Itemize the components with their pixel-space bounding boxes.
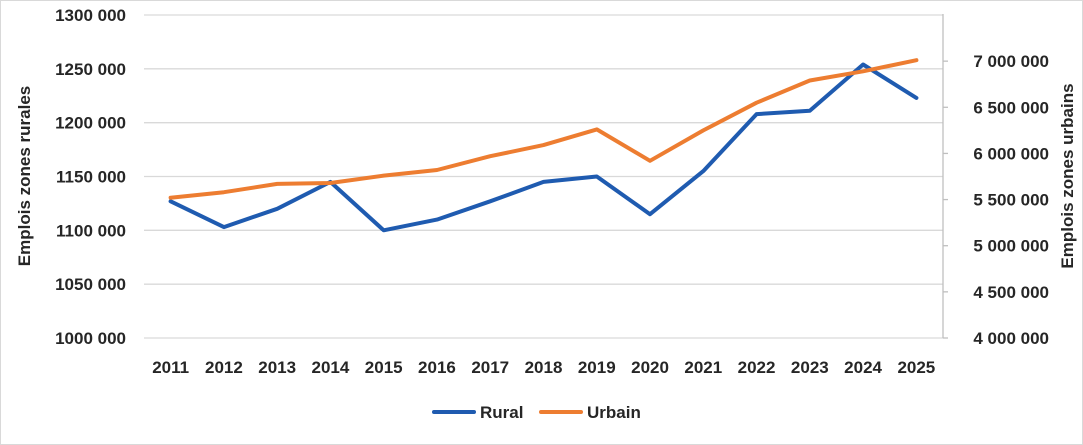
x-tick-label: 2016 xyxy=(418,358,456,377)
right-y-tick-label: 4 000 000 xyxy=(973,329,1049,348)
right-y-tick-label: 5 500 000 xyxy=(973,191,1049,210)
right-y-tick-label: 6 000 000 xyxy=(973,144,1049,163)
legend-label-urbain: Urbain xyxy=(587,403,641,422)
x-tick-label: 2012 xyxy=(205,358,243,377)
right-y-tick-label: 7 000 000 xyxy=(973,52,1049,71)
x-tick-label: 2022 xyxy=(738,358,776,377)
series-lines xyxy=(168,58,919,233)
left-y-tick-label: 1000 000 xyxy=(55,329,126,348)
left-y-tick-label: 1100 000 xyxy=(56,221,126,240)
left-y-tick-label: 1200 000 xyxy=(55,114,126,133)
x-tick-label: 2017 xyxy=(471,358,509,377)
right-axis-line xyxy=(942,14,948,339)
left-y-tick-label: 1150 000 xyxy=(56,168,126,187)
left-y-tick-label: 1050 000 xyxy=(55,275,126,294)
x-tick-label: 2019 xyxy=(578,358,616,377)
right-axis-title: Emplois zones urbains xyxy=(1058,83,1077,268)
left-axis-title: Emplois zones rurales xyxy=(15,86,34,266)
x-tick-label: 2021 xyxy=(684,358,722,377)
legend-label-rural: Rural xyxy=(480,403,523,422)
series-line-urbain xyxy=(168,58,919,200)
left-y-axis-ticks: 1000 000 1050 000 1100 000 1150 000 1200 000… xyxy=(55,6,126,348)
grid-lines xyxy=(144,14,943,339)
x-tick-label: 2013 xyxy=(258,358,296,377)
right-y-axis-ticks: 4 000 000 4 500 000 5 000 000 5 500 000 6 00… xyxy=(973,52,1049,348)
left-y-tick-label: 1300 000 xyxy=(55,6,126,25)
x-tick-label: 2024 xyxy=(844,358,882,377)
left-y-tick-label: 1250 000 xyxy=(55,60,126,79)
x-tick-label: 2015 xyxy=(365,358,403,377)
x-tick-label: 2023 xyxy=(791,358,829,377)
right-y-tick-label: 5 000 000 xyxy=(973,237,1049,256)
right-y-tick-label: 4 500 000 xyxy=(973,283,1049,302)
x-tick-label: 2011 xyxy=(152,358,189,377)
legend: Rural Urbain xyxy=(432,403,641,422)
x-tick-label: 2020 xyxy=(631,358,669,377)
series-line-rural xyxy=(168,62,919,233)
x-tick-label: 2014 xyxy=(312,358,350,377)
right-y-tick-label: 6 500 000 xyxy=(973,98,1049,117)
x-axis-ticks: 2011 2012 2013 2014 2015 2016 2017 2018 2019 2020… xyxy=(152,358,935,377)
x-tick-label: 2025 xyxy=(897,358,935,377)
x-tick-label: 2018 xyxy=(525,358,563,377)
